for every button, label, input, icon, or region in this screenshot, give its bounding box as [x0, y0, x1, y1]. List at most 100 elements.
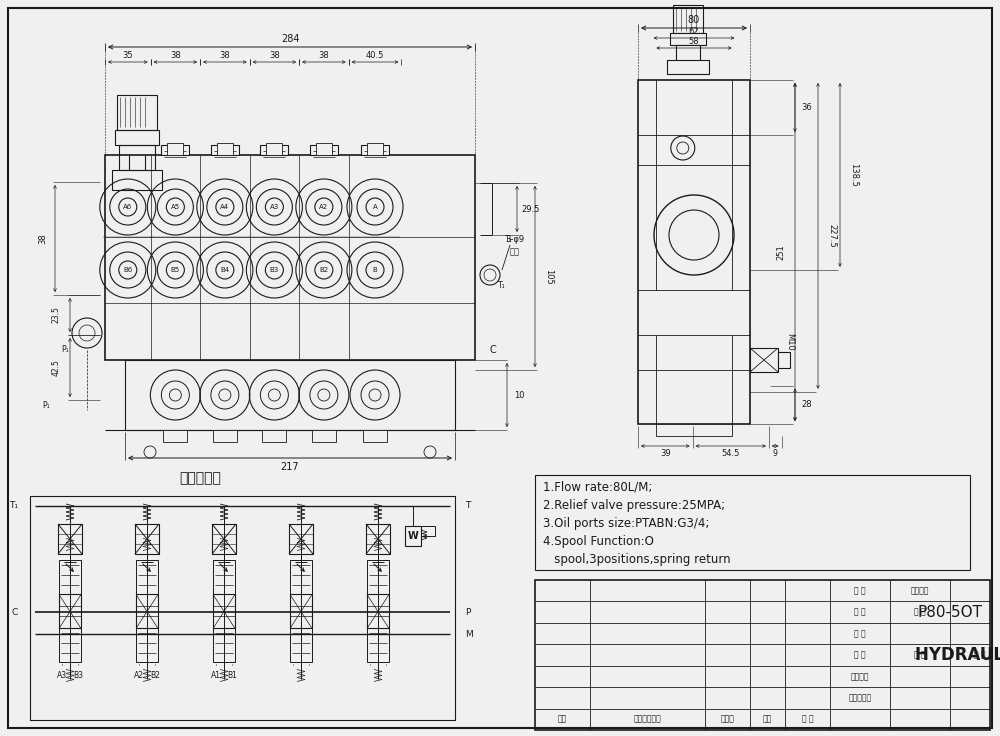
Bar [676, 45, 700, 63]
Bar [115, 130, 159, 145]
Text: M: M [465, 630, 473, 639]
Text: 217: 217 [281, 462, 299, 472]
Bar [366, 524, 390, 554]
Bar [135, 524, 159, 554]
Text: T₁: T₁ [505, 236, 513, 244]
Text: P80-5OT: P80-5OT [918, 605, 982, 620]
Text: P: P [465, 608, 470, 617]
Text: 284: 284 [281, 34, 299, 44]
Text: T₁: T₁ [9, 501, 18, 511]
Text: 38: 38 [38, 233, 48, 244]
Bar [778, 352, 790, 368]
Text: 更改内容描述: 更改内容描述 [634, 715, 661, 723]
Bar [367, 561, 389, 595]
Text: A6: A6 [123, 204, 132, 210]
Text: 工艺检查: 工艺检查 [851, 672, 869, 681]
Text: 日期: 日期 [763, 715, 772, 723]
Bar [670, 33, 706, 45]
Text: B5: B5 [171, 267, 180, 273]
Text: B3: B3 [270, 267, 279, 273]
Text: 签 名: 签 名 [802, 715, 813, 723]
Text: 2.Relief valve pressure:25MPA;: 2.Relief valve pressure:25MPA; [543, 498, 725, 512]
Text: B: B [373, 267, 377, 273]
Bar [367, 143, 383, 155]
Bar [316, 143, 332, 155]
Text: 38: 38 [269, 51, 280, 60]
Text: A1: A1 [211, 670, 221, 679]
Bar [163, 430, 187, 442]
Bar [211, 145, 239, 155]
Text: P₁: P₁ [61, 345, 69, 355]
Text: C: C [12, 608, 18, 617]
Bar [161, 145, 189, 155]
Bar [310, 145, 338, 155]
Text: 共 套: 共 套 [914, 651, 926, 659]
Bar [421, 526, 435, 536]
Text: B3: B3 [73, 670, 83, 679]
Text: B2: B2 [319, 267, 328, 273]
Bar [136, 595, 158, 629]
Text: B2: B2 [150, 670, 160, 679]
Bar [260, 145, 288, 155]
Text: 28: 28 [802, 400, 812, 409]
Bar [213, 561, 235, 595]
Bar [367, 595, 389, 629]
Bar [656, 424, 732, 436]
Text: 标准化检查: 标准化检查 [848, 693, 872, 702]
Text: 3.Oil ports size:PTABN:G3/4;: 3.Oil ports size:PTABN:G3/4; [543, 517, 709, 529]
Text: T: T [465, 501, 470, 511]
Bar [290, 629, 312, 662]
Bar [312, 430, 336, 442]
Bar [136, 629, 158, 662]
Text: 图样标记: 图样标记 [911, 586, 929, 595]
Bar [638, 80, 750, 424]
Text: 重 量: 重 量 [914, 608, 926, 617]
Text: 设 计: 设 计 [854, 586, 866, 595]
Bar [105, 155, 475, 360]
Bar [119, 145, 155, 170]
Text: 29.5: 29.5 [522, 205, 540, 213]
Text: C: C [490, 345, 496, 355]
Bar [289, 524, 313, 554]
Text: 通孔: 通孔 [510, 247, 520, 257]
Bar [361, 145, 389, 155]
Text: M10: M10 [786, 333, 794, 351]
Text: 58: 58 [689, 37, 699, 46]
Text: W: W [408, 531, 418, 541]
Text: A2: A2 [319, 204, 328, 210]
Bar [30, 496, 455, 720]
Bar [59, 595, 81, 629]
Bar [750, 348, 778, 372]
Text: 251: 251 [776, 244, 786, 260]
Text: 3-φ9: 3-φ9 [505, 236, 525, 244]
Bar [535, 580, 990, 730]
Bar [136, 561, 158, 595]
Text: 40.5: 40.5 [366, 51, 384, 60]
Bar [290, 561, 312, 595]
Text: 54.5: 54.5 [722, 450, 740, 459]
Bar [125, 360, 455, 430]
Text: A2: A2 [134, 670, 144, 679]
Text: 35: 35 [122, 51, 133, 60]
Text: 第 套: 第 套 [974, 651, 986, 659]
Bar [535, 475, 970, 570]
Bar [112, 170, 162, 190]
Text: HYDRAULIC VALVE: HYDRAULIC VALVE [915, 646, 1000, 664]
Bar [59, 629, 81, 662]
Bar [58, 524, 82, 554]
Bar [667, 60, 709, 74]
Text: A3: A3 [57, 670, 67, 679]
Text: P₁: P₁ [42, 400, 50, 409]
Text: A: A [373, 204, 377, 210]
Bar [212, 524, 236, 554]
Text: 36: 36 [802, 102, 812, 111]
Text: A3: A3 [270, 204, 279, 210]
Bar [117, 95, 157, 130]
Text: 38: 38 [219, 51, 230, 60]
Bar [262, 430, 286, 442]
Bar [405, 526, 421, 546]
Text: 62: 62 [689, 26, 699, 35]
Text: 23.5: 23.5 [52, 307, 60, 323]
Text: 9: 9 [773, 450, 778, 459]
Bar [213, 595, 235, 629]
